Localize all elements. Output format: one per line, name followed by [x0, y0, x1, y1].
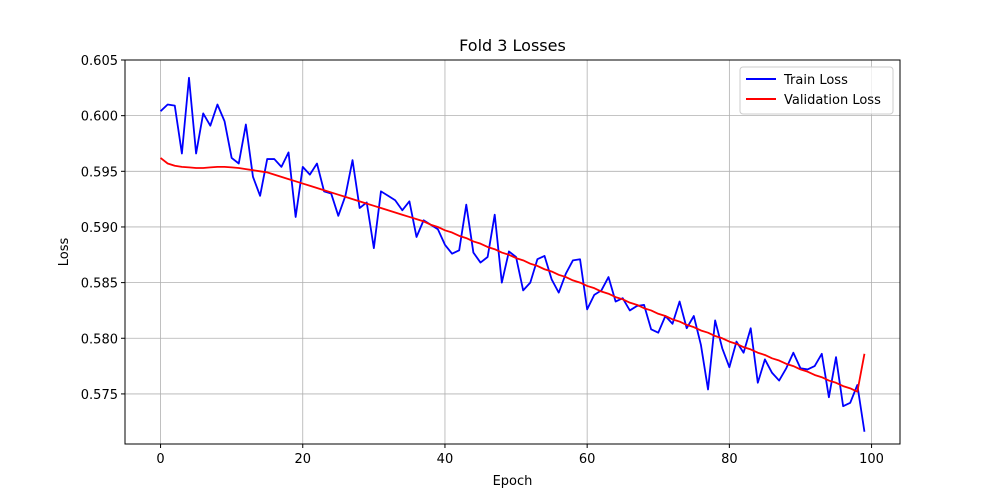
y-axis-ticks: 0.575 0.580 0.585 0.590 0.595 0.600 0.605: [81, 54, 125, 403]
x-tick-label: 80: [721, 452, 738, 467]
x-tick-label: 60: [579, 452, 596, 467]
series-lines: [159, 76, 866, 432]
y-tick-label: 0.580: [81, 332, 118, 347]
x-tick-label: 0: [156, 452, 164, 467]
x-axis-label: Epoch: [493, 474, 533, 489]
y-axis-label: Loss: [57, 238, 72, 267]
x-tick-label: 40: [437, 452, 454, 467]
series-line-train-loss: [159, 76, 866, 432]
y-tick-label: 0.590: [81, 221, 118, 236]
legend-box: [739, 66, 894, 115]
x-tick-label: 100: [859, 452, 884, 467]
y-tick-label: 0.595: [81, 165, 118, 180]
x-axis-ticks: 0 20 40 60 80 100: [156, 444, 884, 467]
x-tick-label: 20: [294, 452, 311, 467]
y-tick-label: 0.575: [81, 388, 118, 403]
plot-frame: [124, 59, 901, 445]
legend-label-validation-loss: Validation Loss: [784, 93, 881, 108]
legend-label-train-loss: Train Loss: [783, 73, 848, 88]
y-tick-label: 0.585: [81, 277, 118, 292]
series-line-validation-loss: [159, 157, 866, 393]
y-tick-label: 0.600: [81, 110, 118, 125]
chart-title: Fold 3 Losses: [459, 36, 566, 55]
grid: [125, 59, 900, 444]
legend: Train Loss Validation Loss: [739, 66, 894, 115]
y-tick-label: 0.605: [81, 54, 118, 69]
